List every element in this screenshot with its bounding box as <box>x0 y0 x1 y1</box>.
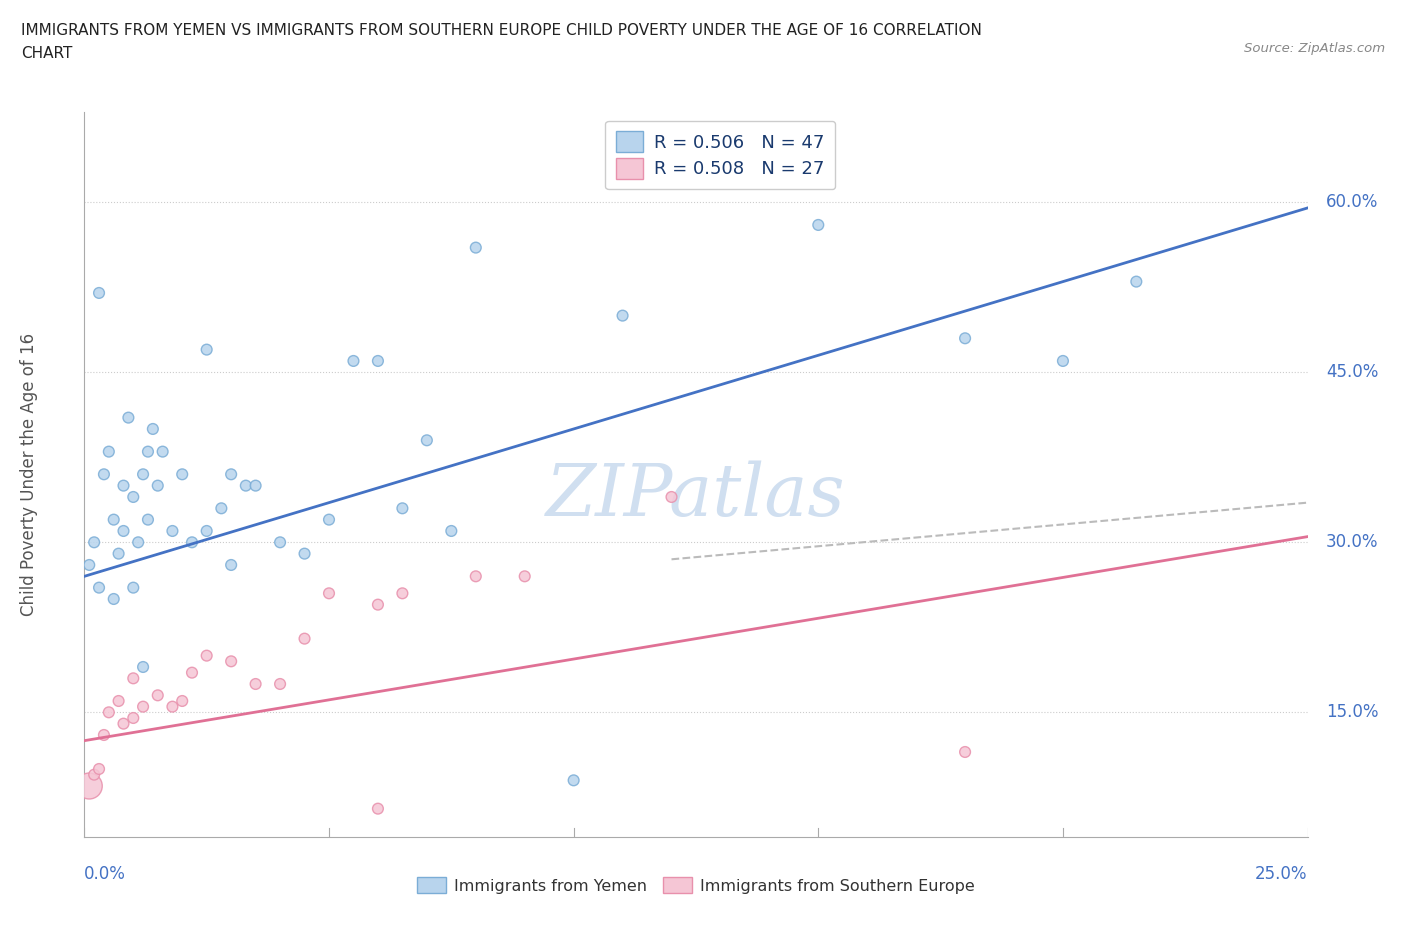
Point <box>219 467 242 482</box>
Point <box>172 694 194 709</box>
Point <box>162 699 184 714</box>
Point <box>103 591 125 606</box>
Point <box>77 557 100 572</box>
Text: 0.0%: 0.0% <box>84 865 127 884</box>
Point <box>152 445 174 459</box>
Point <box>97 445 120 459</box>
Point <box>269 676 291 691</box>
Text: CHART: CHART <box>21 46 73 61</box>
Point <box>97 705 120 720</box>
Point <box>195 342 218 357</box>
Point <box>77 778 100 793</box>
Point <box>367 597 389 612</box>
Point <box>117 410 139 425</box>
Legend: Immigrants from Yemen, Immigrants from Southern Europe: Immigrants from Yemen, Immigrants from S… <box>409 869 983 901</box>
Point <box>103 512 125 527</box>
Point <box>294 546 316 561</box>
Point <box>953 745 976 760</box>
Point <box>219 557 242 572</box>
Point <box>807 218 830 232</box>
Point <box>107 694 129 709</box>
Text: 15.0%: 15.0% <box>1326 703 1378 722</box>
Point <box>146 478 169 493</box>
Point <box>122 489 145 504</box>
Point <box>132 659 155 674</box>
Point <box>136 445 159 459</box>
Point <box>391 586 413 601</box>
Point <box>318 586 340 601</box>
Point <box>464 569 486 584</box>
Point <box>136 512 159 527</box>
Point <box>132 467 155 482</box>
Point <box>367 802 389 817</box>
Point <box>562 773 585 788</box>
Point <box>953 331 976 346</box>
Point <box>416 432 439 447</box>
Point <box>245 478 267 493</box>
Point <box>83 767 105 782</box>
Text: Child Poverty Under the Age of 16: Child Poverty Under the Age of 16 <box>20 333 38 616</box>
Point <box>146 688 169 703</box>
Point <box>112 478 135 493</box>
Point <box>122 671 145 685</box>
Point <box>1125 274 1147 289</box>
Point <box>87 286 110 300</box>
Point <box>122 711 145 725</box>
Point <box>181 665 204 680</box>
Point <box>112 716 135 731</box>
Point <box>83 535 105 550</box>
Point <box>93 727 115 742</box>
Point <box>195 524 218 538</box>
Text: 25.0%: 25.0% <box>1256 865 1308 884</box>
Text: 30.0%: 30.0% <box>1326 533 1378 551</box>
Point <box>162 524 184 538</box>
Point <box>342 353 364 368</box>
Point <box>269 535 291 550</box>
Point <box>87 762 110 777</box>
Point <box>142 421 165 436</box>
Point <box>172 467 194 482</box>
Point <box>195 648 218 663</box>
Text: IMMIGRANTS FROM YEMEN VS IMMIGRANTS FROM SOUTHERN EUROPE CHILD POVERTY UNDER THE: IMMIGRANTS FROM YEMEN VS IMMIGRANTS FROM… <box>21 23 981 38</box>
Text: 60.0%: 60.0% <box>1326 193 1378 211</box>
Point <box>122 580 145 595</box>
Point <box>367 353 389 368</box>
Point <box>132 699 155 714</box>
Point <box>209 501 232 516</box>
Point <box>181 535 204 550</box>
Point <box>294 631 316 646</box>
Text: 45.0%: 45.0% <box>1326 364 1378 381</box>
Point <box>93 467 115 482</box>
Point <box>318 512 340 527</box>
Point <box>235 478 257 493</box>
Point <box>513 569 536 584</box>
Point <box>440 524 463 538</box>
Point <box>219 654 242 669</box>
Point <box>112 524 135 538</box>
Point <box>87 580 110 595</box>
Point <box>127 535 149 550</box>
Point <box>245 676 267 691</box>
Point <box>1052 353 1074 368</box>
Point <box>107 546 129 561</box>
Point <box>464 240 486 255</box>
Text: ZIPatlas: ZIPatlas <box>546 460 846 531</box>
Point <box>661 489 683 504</box>
Point <box>612 308 634 323</box>
Point <box>391 501 413 516</box>
Text: Source: ZipAtlas.com: Source: ZipAtlas.com <box>1244 42 1385 55</box>
